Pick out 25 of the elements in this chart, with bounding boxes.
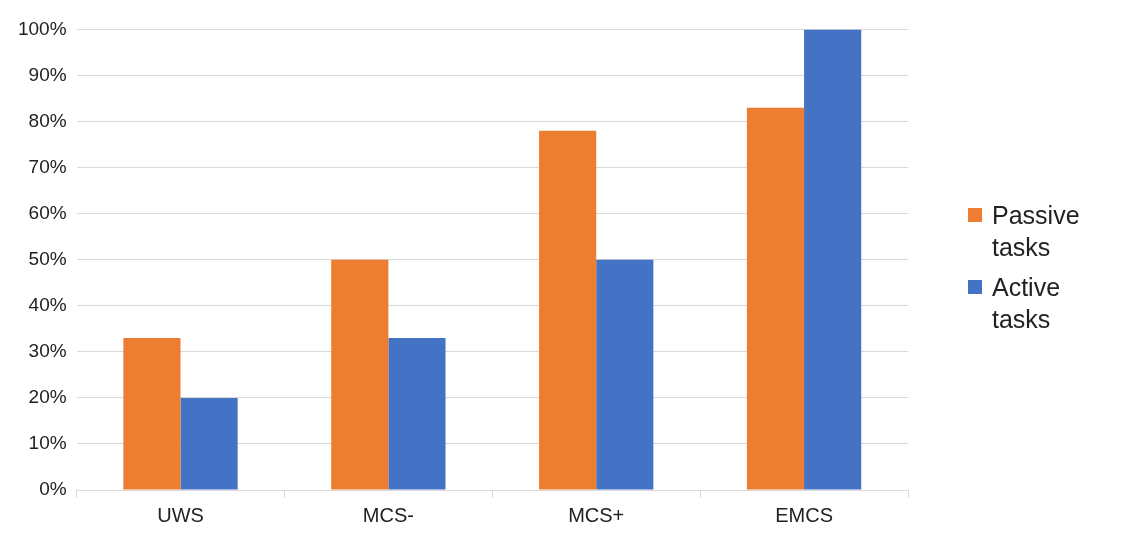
x-tick-label: UWS bbox=[157, 503, 204, 526]
y-tick-label: 10% bbox=[28, 432, 67, 454]
bar bbox=[123, 338, 181, 490]
bar bbox=[539, 130, 597, 490]
y-tick-label: 30% bbox=[28, 340, 67, 362]
legend-label: Passive tasks bbox=[992, 200, 1081, 263]
y-tick-label: 50% bbox=[28, 247, 67, 269]
y-tick-label: 100% bbox=[17, 17, 67, 39]
legend-label: Active tasks bbox=[992, 272, 1062, 335]
y-tick-label: 80% bbox=[28, 109, 67, 131]
y-tick-label: 20% bbox=[28, 386, 67, 408]
bar bbox=[388, 338, 446, 490]
bar bbox=[596, 259, 654, 490]
bar bbox=[746, 107, 805, 490]
x-tick-label: MCS- bbox=[362, 503, 414, 526]
y-tick-label: 0% bbox=[39, 478, 67, 500]
x-tick-label: EMCS bbox=[775, 503, 833, 526]
bar bbox=[180, 397, 238, 490]
bar bbox=[804, 29, 862, 490]
y-tick-label: 40% bbox=[28, 293, 67, 315]
x-tick-label: MCS+ bbox=[568, 503, 625, 526]
y-tick-label: 70% bbox=[28, 155, 67, 177]
y-tick-label: 60% bbox=[28, 201, 67, 223]
bar bbox=[331, 259, 389, 490]
y-tick-label: 90% bbox=[28, 63, 67, 85]
